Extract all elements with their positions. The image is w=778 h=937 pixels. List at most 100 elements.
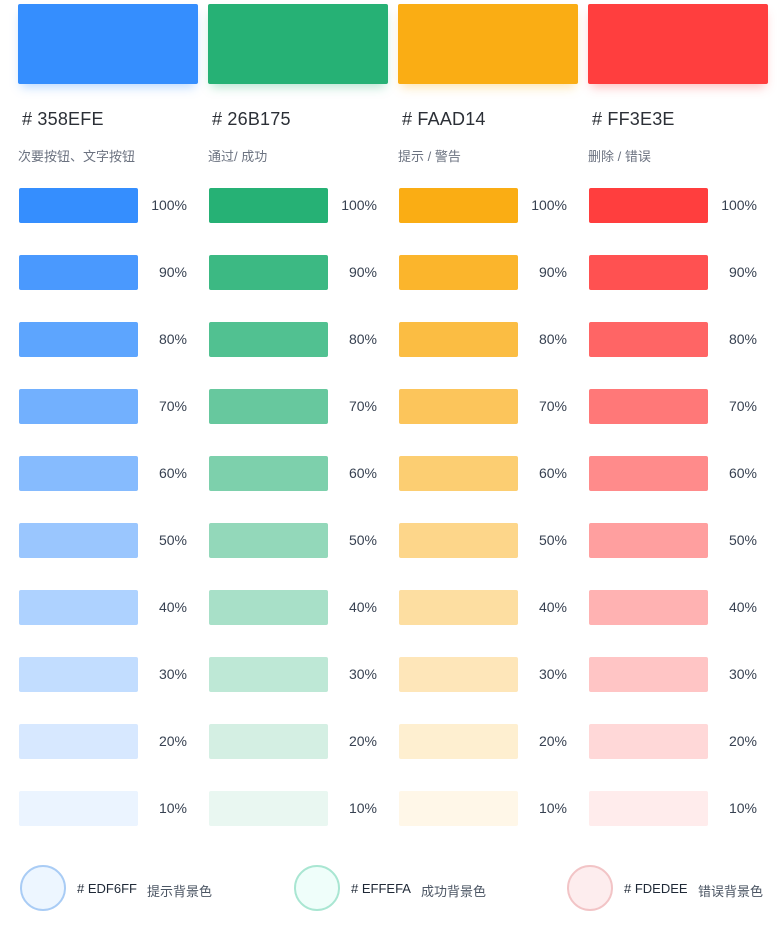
shade-percentage: 100% [151, 197, 187, 213]
shade-percentage: 10% [158, 800, 187, 816]
background-usage-label: 成功背景色 [421, 884, 487, 899]
shade-swatch [589, 389, 708, 424]
background-usage-label: 提示背景色 [147, 884, 213, 899]
shade-row: 40% [18, 590, 200, 626]
shade-percentage: 50% [348, 532, 377, 548]
shade-row: 90% [398, 255, 580, 291]
shade-swatch [589, 657, 708, 692]
shade-percentage: 40% [728, 599, 757, 615]
color-hex-code: # 358EFE [22, 109, 104, 129]
shade-row: 10% [398, 791, 580, 827]
shade-row: 40% [398, 590, 580, 626]
shade-row: 80% [208, 322, 390, 358]
shade-swatch [209, 322, 328, 357]
shade-row: 50% [208, 523, 390, 559]
shade-swatch [589, 590, 708, 625]
shade-swatch [399, 590, 518, 625]
shade-swatch [19, 657, 138, 692]
shade-row: 20% [588, 724, 770, 760]
color-hex-code: # 26B175 [212, 109, 291, 129]
shade-swatch [209, 590, 328, 625]
shade-row: 90% [18, 255, 200, 291]
shade-swatch [19, 456, 138, 491]
shade-swatch [209, 523, 328, 558]
shade-row: 60% [588, 456, 770, 492]
background-color-circle [294, 865, 340, 911]
shade-percentage: 70% [728, 398, 757, 414]
shade-swatch [19, 590, 138, 625]
shade-percentage: 20% [158, 733, 187, 749]
shade-percentage: 80% [348, 331, 377, 347]
shade-row: 100% [588, 188, 770, 224]
shade-swatch [19, 255, 138, 290]
shade-swatch [209, 188, 328, 223]
shade-percentage: 30% [158, 666, 187, 682]
shade-row: 100% [398, 188, 580, 224]
shade-row: 80% [18, 322, 200, 358]
shade-swatch [399, 188, 518, 223]
shade-row: 80% [398, 322, 580, 358]
shade-row: 100% [18, 188, 200, 224]
shade-percentage: 30% [728, 666, 757, 682]
shade-row: 70% [588, 389, 770, 425]
shade-percentage: 80% [158, 331, 187, 347]
shade-row: 10% [208, 791, 390, 827]
shade-percentage: 50% [728, 532, 757, 548]
shade-percentage: 30% [348, 666, 377, 682]
shade-row: 20% [18, 724, 200, 760]
background-hex-code: # EDF6FF [77, 881, 137, 896]
shade-percentage: 100% [721, 197, 757, 213]
primary-color-swatch [208, 4, 388, 84]
shade-percentage: 100% [531, 197, 567, 213]
color-usage-description: 提示 / 警告 [398, 149, 461, 164]
shade-row: 30% [18, 657, 200, 693]
shade-swatch [589, 322, 708, 357]
shade-swatch [399, 456, 518, 491]
shade-percentage: 100% [341, 197, 377, 213]
shade-percentage: 40% [538, 599, 567, 615]
shade-percentage: 90% [348, 264, 377, 280]
shade-swatch [589, 523, 708, 558]
shade-percentage: 90% [728, 264, 757, 280]
shade-swatch [19, 523, 138, 558]
shade-percentage: 10% [728, 800, 757, 816]
primary-color-swatch [588, 4, 768, 84]
background-color-circle [20, 865, 66, 911]
shade-row: 60% [18, 456, 200, 492]
shade-percentage: 20% [728, 733, 757, 749]
shade-swatch [19, 724, 138, 759]
shade-swatch [19, 389, 138, 424]
shade-percentage: 70% [158, 398, 187, 414]
shade-swatch [209, 255, 328, 290]
shade-swatch [19, 791, 138, 826]
shade-row: 100% [208, 188, 390, 224]
shade-swatch [209, 389, 328, 424]
shade-percentage: 60% [348, 465, 377, 481]
background-usage-label: 错误背景色 [698, 884, 764, 899]
shade-percentage: 70% [348, 398, 377, 414]
shade-percentage: 90% [538, 264, 567, 280]
color-usage-description: 删除 / 错误 [588, 149, 651, 164]
shade-row: 80% [588, 322, 770, 358]
shade-row: 90% [208, 255, 390, 291]
primary-color-swatch [18, 4, 198, 84]
shade-percentage: 30% [538, 666, 567, 682]
shade-percentage: 70% [538, 398, 567, 414]
shade-row: 60% [398, 456, 580, 492]
shade-row: 10% [18, 791, 200, 827]
shade-percentage: 60% [538, 465, 567, 481]
shade-percentage: 20% [538, 733, 567, 749]
shade-row: 70% [398, 389, 580, 425]
shade-percentage: 60% [158, 465, 187, 481]
shade-percentage: 20% [348, 733, 377, 749]
shade-row: 40% [208, 590, 390, 626]
shade-row: 30% [588, 657, 770, 693]
shade-percentage: 50% [538, 532, 567, 548]
primary-color-swatch [398, 4, 578, 84]
shade-percentage: 40% [348, 599, 377, 615]
shade-swatch [19, 322, 138, 357]
shade-swatch [209, 791, 328, 826]
shade-swatch [399, 657, 518, 692]
shade-swatch [399, 791, 518, 826]
shade-row: 30% [208, 657, 390, 693]
